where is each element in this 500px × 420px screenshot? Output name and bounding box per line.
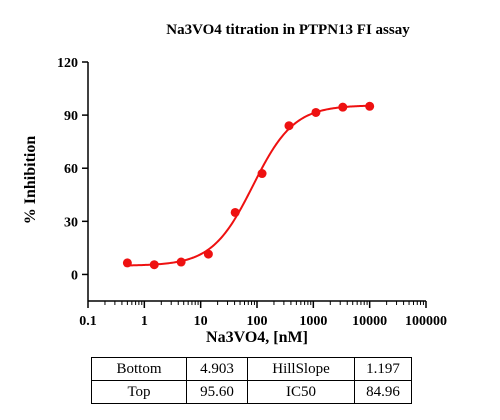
x-tick-label: 100 xyxy=(247,314,268,329)
data-point xyxy=(284,121,294,131)
x-tick-label: 100000 xyxy=(405,314,447,329)
data-point xyxy=(257,169,267,179)
table-cell: 95.60 xyxy=(186,380,248,404)
chart-title: Na3VO4 titration in PTPN13 FI assay xyxy=(166,22,410,38)
data-point xyxy=(149,260,159,270)
table-cell: Bottom xyxy=(91,357,187,381)
y-tick-label: 90 xyxy=(64,109,78,124)
data-point xyxy=(176,257,186,267)
table-row: Bottom 4.903 HillSlope 1.197 xyxy=(91,357,412,381)
y-axis-label: % Inhibition xyxy=(22,136,39,225)
data-point xyxy=(338,102,348,112)
x-axis-label: Na3VO4, [nM] xyxy=(206,329,308,346)
y-tick-label: 60 xyxy=(64,162,78,177)
table-cell: 84.96 xyxy=(354,380,412,404)
table-cell: 1.197 xyxy=(354,357,412,381)
x-tick-label: 1 xyxy=(141,314,148,329)
x-tick-label: 0.1 xyxy=(79,314,97,329)
y-tick-label: 30 xyxy=(64,215,78,230)
data-point xyxy=(203,249,213,259)
data-point xyxy=(311,107,321,117)
axes: 0 30 60 90 120 0.1 1 10 100 1000 10000 100000 xyxy=(57,56,447,329)
table-cell: 4.903 xyxy=(186,357,248,381)
fit-parameters-table: Bottom 4.903 HillSlope 1.197 Top 95.60 I… xyxy=(91,357,412,404)
x-tick-label: 1000 xyxy=(299,314,327,329)
data-points xyxy=(122,101,375,270)
y-tick-label: 120 xyxy=(57,56,78,71)
table-cell: HillSlope xyxy=(247,357,355,381)
x-tick-label: 10 xyxy=(194,314,208,329)
fit-curve xyxy=(127,104,370,267)
data-point xyxy=(122,258,132,268)
data-point xyxy=(230,207,240,217)
table-row: Top 95.60 IC50 84.96 xyxy=(91,380,412,404)
x-tick-label: 10000 xyxy=(352,314,387,329)
table-cell: Top xyxy=(91,380,187,404)
table-cell: IC50 xyxy=(247,380,355,404)
y-tick-label: 0 xyxy=(71,268,78,283)
data-point xyxy=(365,101,375,111)
